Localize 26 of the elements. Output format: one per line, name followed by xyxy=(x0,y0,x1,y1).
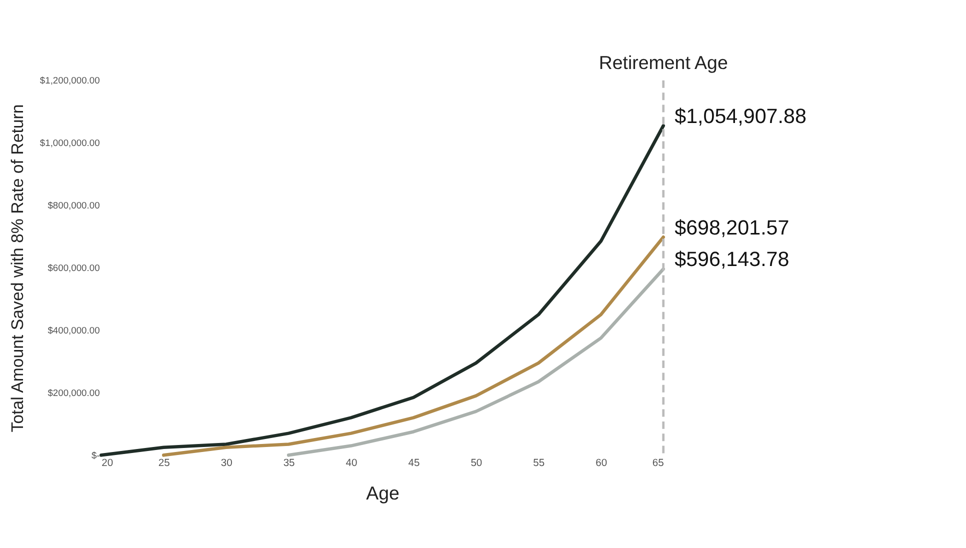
y-tick-label: $200,000.00 xyxy=(48,388,100,398)
y-tick-label: $400,000.00 xyxy=(48,326,100,336)
ref-line-label: Retirement Age xyxy=(598,52,728,74)
x-tick-label: 40 xyxy=(346,458,358,469)
x-tick-label: 25 xyxy=(158,458,170,469)
x-tick-label: 30 xyxy=(220,458,233,469)
y-tick-label: $- xyxy=(91,450,100,460)
y-tick-label: $1,000,000.00 xyxy=(40,138,100,148)
x-tick-label: 45 xyxy=(408,458,420,469)
line-series xyxy=(100,124,666,457)
x-tick-label: 60 xyxy=(596,458,608,469)
x-tick-label: 55 xyxy=(533,458,545,469)
data-label: $596,143.78 xyxy=(674,248,790,272)
y-axis-title: Total Amount Saved with 8% Rate of Return xyxy=(8,104,27,432)
y-tick-label: $800,000.00 xyxy=(48,200,100,211)
line-series xyxy=(162,235,666,457)
data-label: $1,054,907.88 xyxy=(674,104,806,128)
line-series xyxy=(286,267,666,457)
data-label: $698,201.57 xyxy=(674,216,790,240)
x-axis-title: Age xyxy=(366,482,400,504)
x-tick-label: 20 xyxy=(102,458,114,469)
y-tick-label: $1,200,000.00 xyxy=(40,76,100,86)
y-tick-label: $600,000.00 xyxy=(48,263,100,274)
x-tick-label: 50 xyxy=(470,458,482,469)
x-tick-label: 35 xyxy=(283,458,296,469)
x-tick-label: 65 xyxy=(652,458,664,469)
